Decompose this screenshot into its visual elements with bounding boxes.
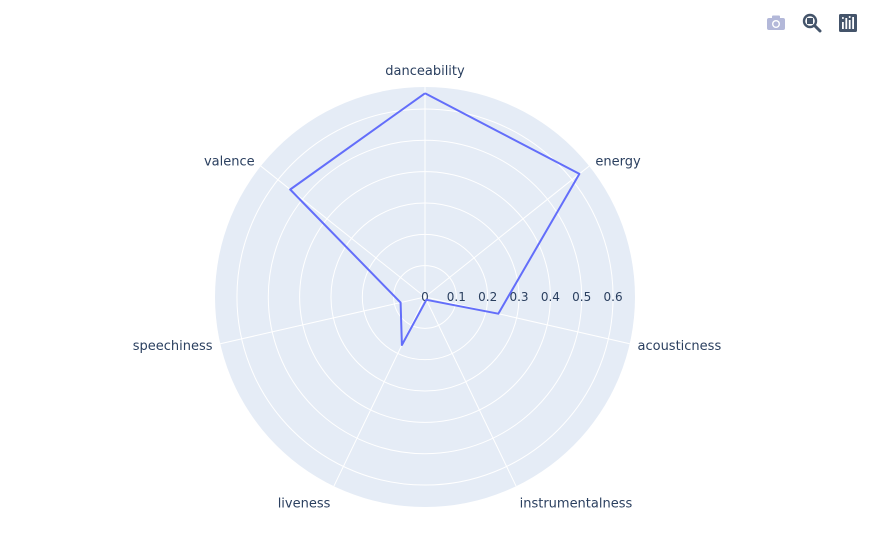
data-series-line (289, 92, 581, 346)
camera-icon (767, 15, 785, 30)
plotly-logo-button[interactable] (833, 10, 863, 36)
angular-axis-label: energy (595, 155, 641, 170)
zoom-icon (802, 13, 822, 33)
download-plot-button[interactable] (761, 10, 791, 36)
angular-gridline (424, 296, 517, 487)
angular-gridline (424, 296, 630, 345)
angular-axis-label: speechiness (133, 339, 213, 354)
radial-tick-label: 0.4 (541, 290, 560, 304)
angular-gridline (220, 296, 426, 345)
radial-tick-label: 0.3 (509, 290, 528, 304)
angular-axis-label: danceability (385, 64, 465, 79)
angular-gridline (424, 165, 590, 298)
angular-axis-label: valence (204, 155, 255, 170)
radial-tick-label: 0.5 (572, 290, 591, 304)
radial-tick-label: 0.6 (604, 290, 623, 304)
plotly-logo-icon (839, 14, 857, 32)
radial-tick-label: 0 (421, 290, 429, 304)
angular-gridline (260, 165, 426, 298)
zoom-button[interactable] (797, 10, 827, 36)
angular-axis-label: instrumentalness (520, 496, 633, 511)
radial-tick-label: 0.2 (478, 290, 497, 304)
radial-tick-label: 0.1 (447, 290, 466, 304)
angular-axis-label: acousticness (638, 339, 722, 354)
angular-axis-label: liveness (278, 496, 331, 511)
modebar (761, 10, 863, 36)
